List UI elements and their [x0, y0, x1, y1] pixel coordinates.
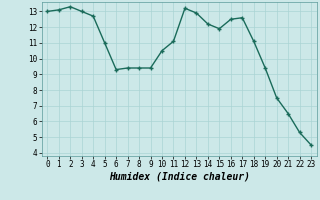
X-axis label: Humidex (Indice chaleur): Humidex (Indice chaleur) [109, 172, 250, 182]
